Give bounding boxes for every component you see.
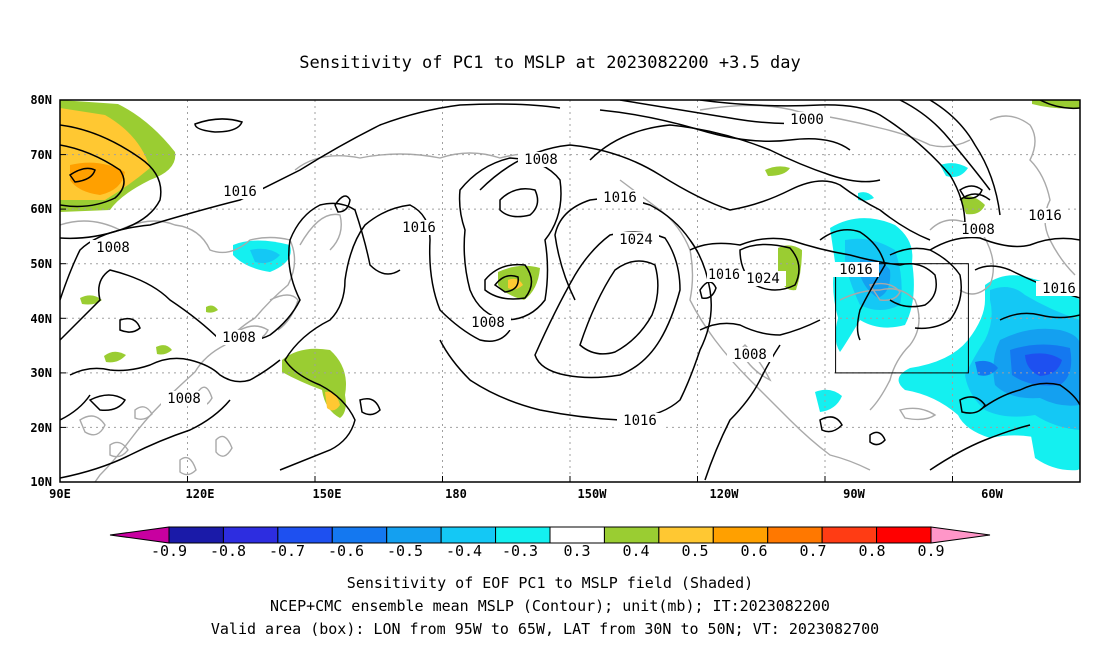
- colorbar-cell: [168, 526, 224, 544]
- tick-marks: [59, 99, 953, 483]
- lon-label: 90W: [843, 487, 865, 501]
- map-title: Sensitivity of PC1 to MSLP at 2023082200…: [299, 53, 801, 73]
- lon-label: 120E: [186, 487, 215, 501]
- captions: Sensitivity of EOF PC1 to MSLP field (Sh…: [211, 574, 879, 638]
- colorbar-cell: [549, 526, 605, 544]
- lat-label: 70N: [30, 148, 52, 162]
- lat-label: 60N: [30, 202, 52, 216]
- colorbar-label: -0.7: [269, 542, 305, 560]
- colorbar-label: 0.9: [917, 542, 944, 560]
- contour-label: 1024: [619, 232, 653, 248]
- positive-sensitivity-region: [156, 345, 172, 355]
- colorbar-cell: [495, 526, 551, 544]
- colorbar-cell: [767, 526, 823, 544]
- positive-sensitivity-region: [508, 278, 523, 290]
- lon-label: 90E: [49, 487, 71, 501]
- caption-line-1: Sensitivity of EOF PC1 to MSLP field (Sh…: [347, 574, 753, 592]
- positive-sensitivity-region: [80, 295, 102, 305]
- contour-label: 1016: [708, 267, 740, 283]
- colorbar-label: -0.8: [210, 542, 246, 560]
- negative-sensitivity-region: [975, 360, 998, 376]
- colorbar-label: -0.9: [151, 542, 187, 560]
- lat-label: 40N: [30, 312, 52, 326]
- contour-label: 1016: [603, 190, 637, 206]
- colorbar-label: 0.4: [622, 542, 649, 560]
- lat-label: 30N: [30, 366, 52, 380]
- lon-label: 150E: [313, 487, 342, 501]
- colorbar-low-arrow: [109, 526, 170, 544]
- colorbar-cell: [331, 526, 388, 544]
- colorbar-cell: [603, 526, 660, 544]
- valid-area-box: [835, 263, 969, 374]
- contour-label: 1016: [1042, 281, 1076, 297]
- contour-label: 1016: [839, 262, 873, 278]
- positive-sensitivity-region: [960, 196, 985, 215]
- colorbar-label: 0.6: [740, 542, 767, 560]
- mslp-contours: [60, 100, 1080, 481]
- colorbar-label: 0.5: [681, 542, 708, 560]
- lon-labels: 90E 120E 150E 180 150W 120W 90W 60W: [49, 487, 1003, 501]
- positive-sensitivity-region: [765, 166, 790, 176]
- lat-label: 20N: [30, 421, 52, 435]
- lon-label: 150W: [578, 487, 608, 501]
- colorbar-cell: [277, 526, 333, 544]
- colorbar-cell: [222, 526, 279, 544]
- contour-labels: 1000 1008 1016 1008 1016 1024 1016 1008 …: [90, 112, 1082, 429]
- contour-label: 1024: [746, 271, 780, 287]
- colorbar-cell: [386, 526, 442, 544]
- contour-label: 1008: [733, 347, 767, 363]
- lon-label: 60W: [981, 487, 1003, 501]
- lat-label: 50N: [30, 257, 52, 271]
- colorbar-cell: [876, 526, 932, 544]
- negative-sensitivity-region: [940, 163, 968, 177]
- contour-label: 1016: [623, 413, 657, 429]
- colorbar-label: -0.4: [446, 542, 482, 560]
- colorbar-cell: [712, 526, 769, 544]
- contour-label: 1016: [223, 184, 257, 200]
- map-panel: 1000 1008 1016 1008 1016 1024 1016 1008 …: [30, 93, 1082, 501]
- caption-line-2: NCEP+CMC ensemble mean MSLP (Contour); u…: [270, 597, 830, 615]
- colorbar-cell: [658, 526, 714, 544]
- colorbar-label: -0.3: [502, 542, 538, 560]
- caption-line-3: Valid area (box): LON from 95W to 65W, L…: [211, 620, 879, 638]
- contour-label: 1016: [1028, 208, 1062, 224]
- contour-label: 1008: [222, 330, 256, 346]
- positive-sensitivity-region: [206, 305, 218, 313]
- contour-label: 1016: [402, 220, 436, 236]
- negative-sensitivity-region: [858, 192, 874, 201]
- lat-label: 80N: [30, 93, 52, 107]
- positive-sensitivity-region: [70, 162, 125, 195]
- lat-label: 10N: [30, 475, 52, 489]
- lon-label: 180: [445, 487, 467, 501]
- negative-sensitivity-region: [1030, 428, 1078, 471]
- positive-sensitivity-region: [104, 351, 126, 363]
- negative-sensitivity-region: [815, 389, 842, 412]
- positive-sensitivity-region: [325, 391, 340, 411]
- lat-labels: 80N 70N 60N 50N 40N 30N 20N 10N: [30, 93, 52, 489]
- lat-lon-grid: [60, 100, 1080, 482]
- contour-label: 1008: [167, 391, 201, 407]
- colorbar-label: 0.8: [858, 542, 885, 560]
- negative-sensitivity-region: [250, 248, 280, 264]
- colorbar-high-arrow: [930, 526, 991, 544]
- colorbar-label: -0.6: [328, 542, 364, 560]
- lon-label: 120W: [710, 487, 740, 501]
- colorbar-label: -0.5: [387, 542, 423, 560]
- colorbar: -0.9 -0.8 -0.7 -0.6 -0.5 -0.4 -0.3 0.3 0…: [109, 526, 991, 560]
- contour-label: 1008: [96, 240, 130, 256]
- negative-sensitivity-region: [1025, 353, 1062, 376]
- contour-label: 1008: [524, 152, 558, 168]
- colorbar-cell: [821, 526, 878, 544]
- contour-label: 1008: [961, 222, 995, 238]
- contour-label: 1008: [471, 315, 505, 331]
- contour-label: 1000: [790, 112, 824, 128]
- sensitivity-shading: [60, 100, 1080, 471]
- colorbar-label: 0.7: [799, 542, 826, 560]
- colorbar-cell: [440, 526, 497, 544]
- colorbar-label: 0.3: [563, 542, 590, 560]
